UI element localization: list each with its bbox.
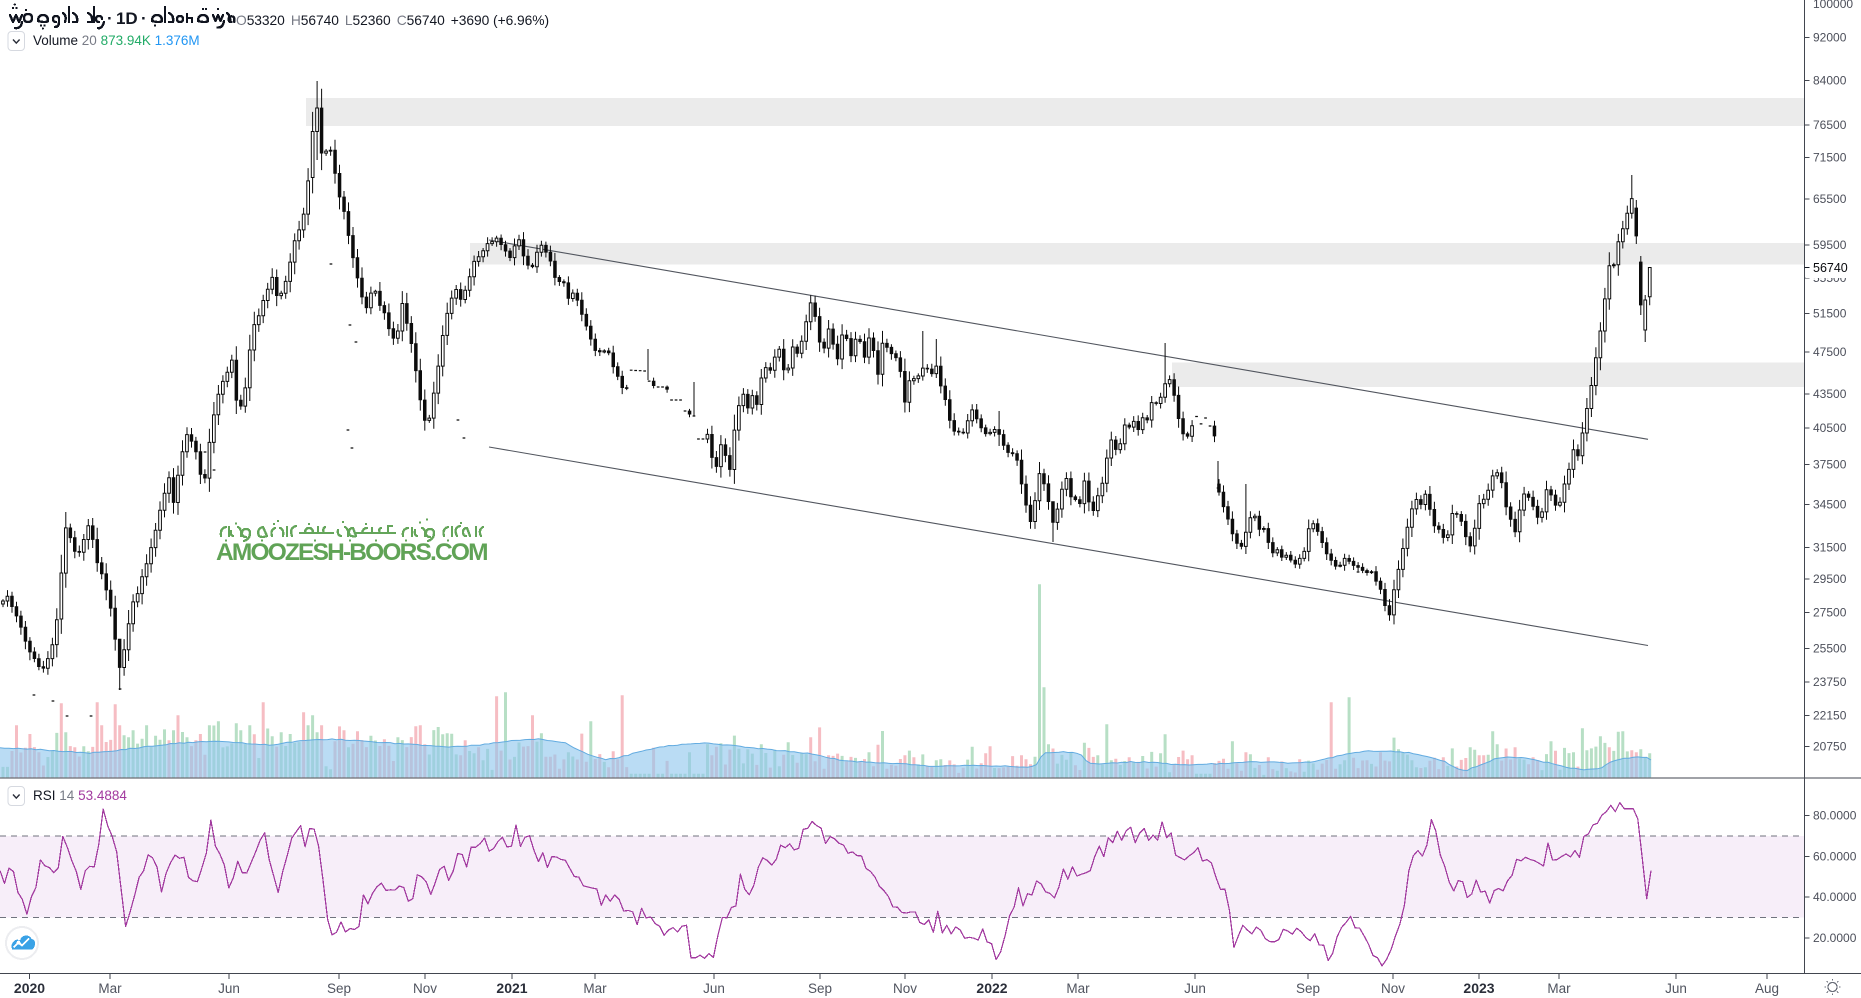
svg-text:Jun: Jun — [703, 981, 725, 996]
svg-text:59500: 59500 — [1813, 238, 1847, 252]
svg-text:22150: 22150 — [1813, 708, 1847, 722]
svg-text:65500: 65500 — [1813, 192, 1847, 206]
svg-text:2020: 2020 — [14, 980, 45, 996]
svg-text:100000: 100000 — [1813, 0, 1853, 11]
svg-text:76500: 76500 — [1813, 118, 1847, 132]
svg-text:Jun: Jun — [1665, 981, 1687, 996]
svg-text:40500: 40500 — [1813, 421, 1847, 435]
svg-text:Sep: Sep — [808, 981, 832, 996]
svg-text:47500: 47500 — [1813, 345, 1847, 359]
svg-text:Sep: Sep — [1296, 981, 1320, 996]
svg-text:Mar: Mar — [98, 981, 122, 996]
svg-text:84000: 84000 — [1813, 74, 1847, 88]
svg-text:Mar: Mar — [1547, 981, 1571, 996]
svg-text:20750: 20750 — [1813, 740, 1847, 754]
svg-text:2023: 2023 — [1463, 980, 1494, 996]
svg-text:56740: 56740 — [1813, 261, 1848, 275]
svg-text:Jun: Jun — [1184, 981, 1206, 996]
svg-text:51500: 51500 — [1813, 307, 1847, 321]
svg-text:Sep: Sep — [327, 981, 351, 996]
svg-text:Jun: Jun — [218, 981, 240, 996]
svg-text:Aug: Aug — [1755, 981, 1779, 996]
svg-text:AMOOZESH-BOORS.COM: AMOOZESH-BOORS.COM — [216, 539, 489, 566]
svg-text:92000: 92000 — [1813, 30, 1847, 44]
svg-text:34500: 34500 — [1813, 497, 1847, 511]
svg-text:25500: 25500 — [1813, 641, 1847, 655]
svg-text:31500: 31500 — [1813, 541, 1847, 555]
svg-text:71500: 71500 — [1813, 150, 1847, 164]
svg-text:27500: 27500 — [1813, 605, 1847, 619]
svg-text:20.0000: 20.0000 — [1813, 931, 1857, 945]
svg-text:23750: 23750 — [1813, 675, 1847, 689]
svg-text:2021: 2021 — [496, 980, 527, 996]
svg-text:Mar: Mar — [583, 981, 607, 996]
svg-text:Nov: Nov — [413, 981, 437, 996]
svg-text:Mar: Mar — [1066, 981, 1090, 996]
svg-text:37500: 37500 — [1813, 458, 1847, 472]
svg-text:60.0000: 60.0000 — [1813, 849, 1857, 863]
svg-text:2022: 2022 — [976, 980, 1007, 996]
svg-text:29500: 29500 — [1813, 572, 1847, 586]
svg-text:80.0000: 80.0000 — [1813, 809, 1857, 823]
svg-text:Nov: Nov — [893, 981, 917, 996]
svg-text:Nov: Nov — [1381, 981, 1405, 996]
svg-text:43500: 43500 — [1813, 387, 1847, 401]
svg-text:40.0000: 40.0000 — [1813, 890, 1857, 904]
